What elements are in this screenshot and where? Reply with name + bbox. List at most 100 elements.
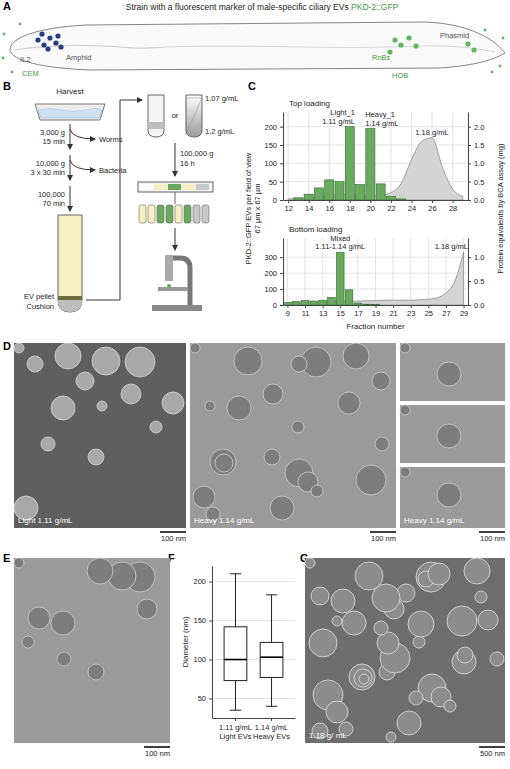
bar bbox=[314, 188, 323, 200]
neuron bbox=[35, 37, 40, 42]
scale-bar-label: 100 nm bbox=[161, 534, 186, 543]
image-caption: Heavy 1.14 g/mL bbox=[404, 516, 465, 525]
tick-mark bbox=[209, 699, 212, 700]
scope-tube bbox=[165, 255, 173, 281]
axis-line bbox=[283, 239, 284, 306]
vesicle bbox=[51, 396, 75, 420]
tick: 26 bbox=[428, 200, 436, 213]
gfp-neuron bbox=[471, 47, 476, 52]
tick: 1.0 bbox=[468, 253, 484, 262]
bar bbox=[376, 184, 385, 200]
tick-mark bbox=[280, 289, 283, 290]
tick: 18 bbox=[346, 200, 354, 213]
tick-mark bbox=[329, 200, 330, 203]
tick-label: 11 bbox=[302, 309, 310, 318]
tick-label: 15 bbox=[337, 309, 345, 318]
centrifuge-force: 100,000 bbox=[38, 190, 65, 199]
panel-b: Harvest3,000 g15 minWorms10,000 g3 x 30 … bbox=[24, 87, 238, 312]
tick-label: 24 bbox=[408, 204, 416, 213]
scope-stage bbox=[158, 287, 188, 291]
tube-label: Cushion bbox=[26, 302, 54, 311]
tick-label: 1.0 bbox=[474, 253, 484, 262]
tick-mark bbox=[370, 200, 371, 203]
tick: 0.5 bbox=[468, 178, 484, 187]
bar bbox=[325, 180, 334, 200]
vesicle bbox=[22, 636, 34, 648]
pellet-band bbox=[58, 296, 82, 300]
tick-mark bbox=[309, 200, 310, 203]
fraction-tube bbox=[139, 205, 146, 223]
bar bbox=[407, 305, 415, 306]
vesicle bbox=[215, 454, 233, 472]
cushion-tube bbox=[148, 95, 164, 137]
fraction-line bbox=[175, 192, 176, 204]
plate bbox=[35, 104, 105, 120]
tick-label: 23 bbox=[407, 309, 415, 318]
tick: 11 bbox=[302, 305, 310, 318]
tick-mark bbox=[280, 257, 283, 258]
vesicle bbox=[354, 669, 372, 687]
tick: 50 bbox=[269, 178, 283, 187]
neuron bbox=[41, 42, 46, 47]
y-axis: 050100150200 bbox=[264, 113, 283, 205]
vesicle bbox=[408, 611, 434, 637]
bar bbox=[458, 200, 467, 201]
bar bbox=[366, 129, 375, 201]
tick-mark bbox=[468, 163, 471, 164]
cushion-load bbox=[148, 122, 164, 129]
bar bbox=[304, 194, 313, 200]
vesicle bbox=[14, 343, 24, 353]
panel-letter: C bbox=[248, 80, 256, 92]
centrifuge-time: 16 h bbox=[180, 159, 195, 168]
tick: 0.0 bbox=[468, 301, 484, 310]
fraction-tube bbox=[157, 205, 164, 223]
tick: 200 bbox=[193, 577, 212, 586]
vesicle bbox=[478, 610, 498, 630]
em-image bbox=[14, 343, 186, 528]
vesicle bbox=[309, 629, 337, 657]
tick-mark bbox=[446, 305, 447, 308]
tick-mark bbox=[432, 200, 433, 203]
tick-label: 19 bbox=[372, 309, 380, 318]
vesicle bbox=[190, 343, 200, 353]
bar bbox=[319, 300, 327, 305]
category-line: 1.14 g/mL bbox=[255, 723, 288, 732]
y2-axis: 0.00.51.0 bbox=[468, 239, 484, 310]
tick-mark bbox=[287, 305, 288, 308]
tick: 16 bbox=[326, 200, 334, 213]
category-label: 1.11 g/mLLight EVs bbox=[219, 723, 252, 741]
tick-mark bbox=[305, 305, 306, 308]
bar bbox=[460, 305, 468, 306]
gradient-tube bbox=[186, 95, 202, 137]
grid-line bbox=[305, 238, 306, 305]
chart-title: Top loading bbox=[289, 99, 330, 108]
tick-label: 100 bbox=[193, 655, 206, 664]
arrow bbox=[175, 228, 176, 250]
tick-label: 21 bbox=[389, 309, 397, 318]
x-axis: 911131517192123252729 bbox=[284, 305, 469, 318]
tick: 24 bbox=[408, 200, 416, 213]
tick bbox=[271, 718, 272, 721]
tick: 14 bbox=[305, 200, 313, 213]
tick: 15 bbox=[337, 305, 345, 318]
worm-body bbox=[10, 22, 505, 70]
ev-dot bbox=[19, 23, 22, 26]
ev-dot bbox=[491, 71, 494, 74]
anatomy-label: HOB bbox=[392, 71, 408, 80]
bar bbox=[448, 200, 457, 201]
image-background bbox=[14, 558, 170, 743]
tick-mark bbox=[411, 200, 412, 203]
median bbox=[260, 656, 283, 658]
tube-label: EV pellet bbox=[24, 292, 55, 301]
bar bbox=[284, 303, 292, 305]
centrifuge-force: 10,000 g bbox=[36, 159, 65, 168]
image-background bbox=[305, 558, 505, 743]
tick: 100 bbox=[264, 285, 283, 294]
image-background bbox=[400, 405, 505, 463]
bar bbox=[442, 305, 450, 306]
bar bbox=[345, 290, 353, 305]
tick-label: 18 bbox=[346, 204, 354, 213]
vesicle bbox=[125, 347, 155, 377]
vesicle bbox=[343, 343, 369, 369]
tick-label: 17 bbox=[354, 309, 362, 318]
